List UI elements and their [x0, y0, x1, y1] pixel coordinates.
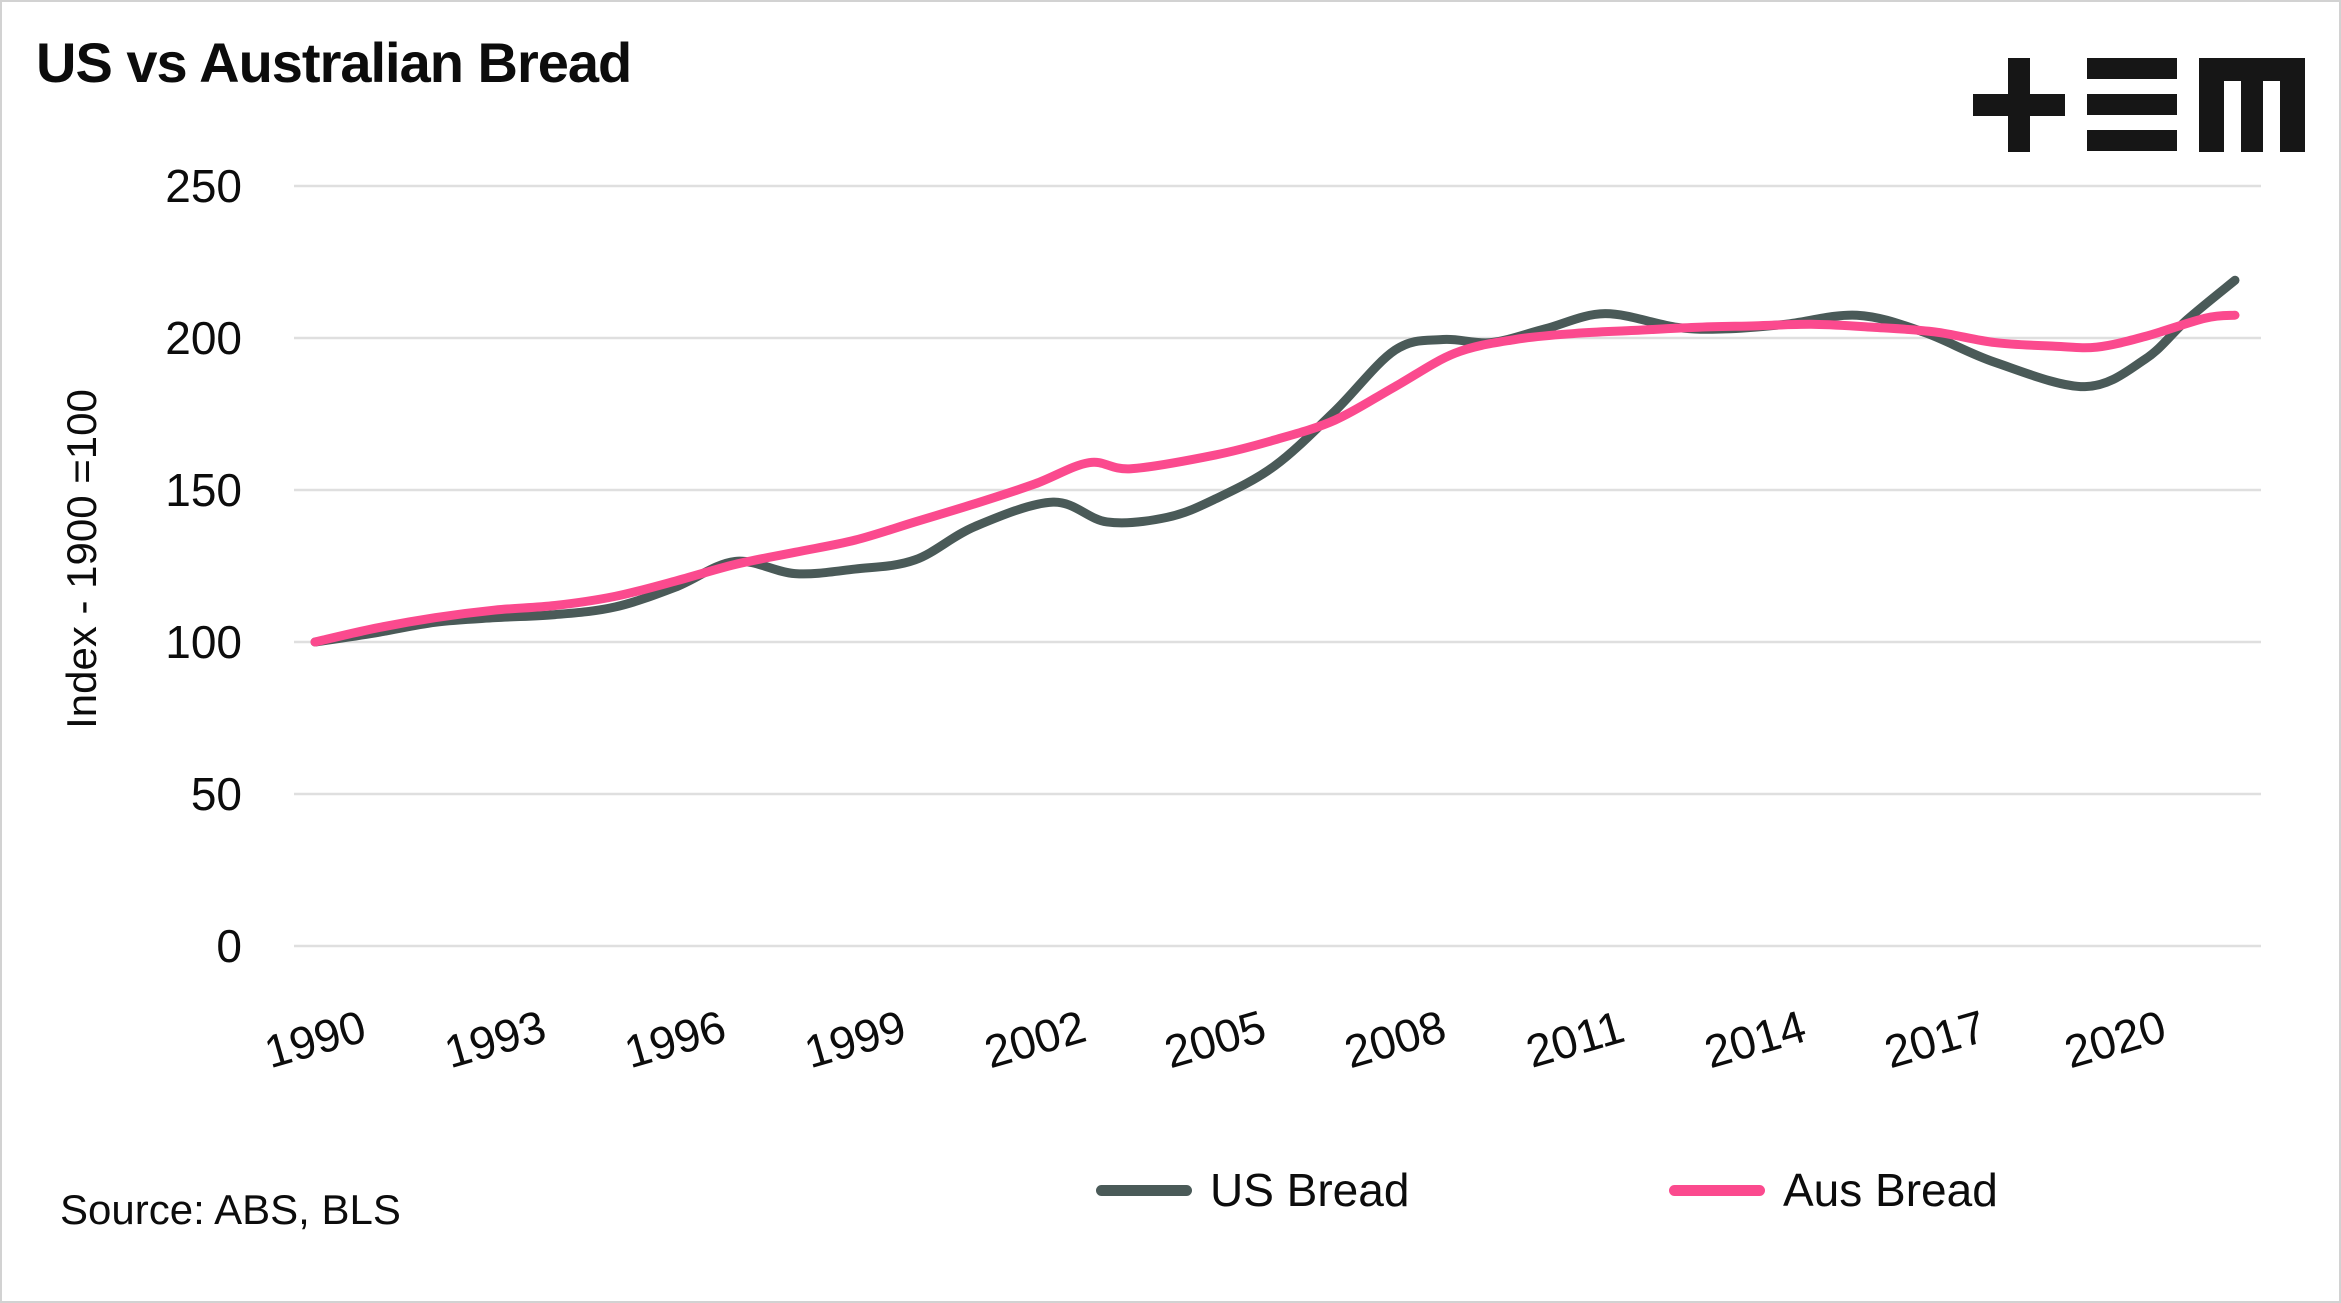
y-tick-label: 200: [165, 312, 242, 364]
y-tick-label: 150: [165, 464, 242, 516]
page-title: US vs Australian Bread: [36, 31, 632, 94]
y-tick-label: 50: [190, 768, 242, 820]
y-tick-label: 250: [165, 160, 242, 212]
y-axis-label: Index - 1900 =100: [58, 389, 105, 729]
y-tick-label: 100: [165, 616, 242, 668]
plus-equals-m-logo-icon: [1973, 58, 2305, 152]
source-note: Source: ABS, BLS: [60, 1186, 401, 1233]
y-tick-label: 0: [216, 920, 242, 972]
series-line-aus-bread: [310, 310, 2240, 647]
